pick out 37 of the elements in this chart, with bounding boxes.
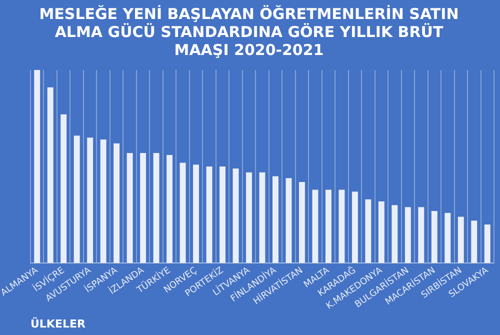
chart-title: MESLEĞE YENİ BAŞLAYAN ÖĞRETMENLERİN SATIN ALMA GÜCÜ STANDARDINA GÖRE YILLIK BRÜT MAAŞI 2020-2021 <box>39 4 459 59</box>
bar <box>471 220 478 264</box>
bar <box>404 207 411 264</box>
bar <box>259 172 266 264</box>
bar <box>60 114 67 264</box>
bar <box>431 210 438 264</box>
bar <box>114 143 120 264</box>
bar <box>298 182 305 264</box>
bar <box>166 154 173 264</box>
bar <box>153 153 160 264</box>
bar <box>34 70 40 264</box>
bar <box>74 136 80 264</box>
bar <box>87 138 94 264</box>
bar <box>47 87 54 264</box>
bar <box>418 207 424 264</box>
bar <box>232 168 239 264</box>
bar <box>352 192 358 264</box>
bar <box>312 190 318 264</box>
bar <box>338 190 345 264</box>
bar <box>100 140 106 264</box>
x-axis-title: ÜLKELER <box>30 316 86 330</box>
bar <box>484 224 490 264</box>
bar <box>325 190 332 264</box>
bar <box>272 176 278 264</box>
bar <box>286 178 292 264</box>
bar <box>193 164 199 264</box>
bar <box>365 199 372 264</box>
bar <box>206 166 212 264</box>
bar <box>220 166 226 264</box>
bar <box>126 153 133 264</box>
bar <box>458 216 464 264</box>
bar <box>444 212 451 264</box>
bar <box>246 172 252 264</box>
bar <box>378 201 384 264</box>
bar <box>180 162 186 264</box>
bar <box>140 153 146 264</box>
bar <box>392 205 398 264</box>
